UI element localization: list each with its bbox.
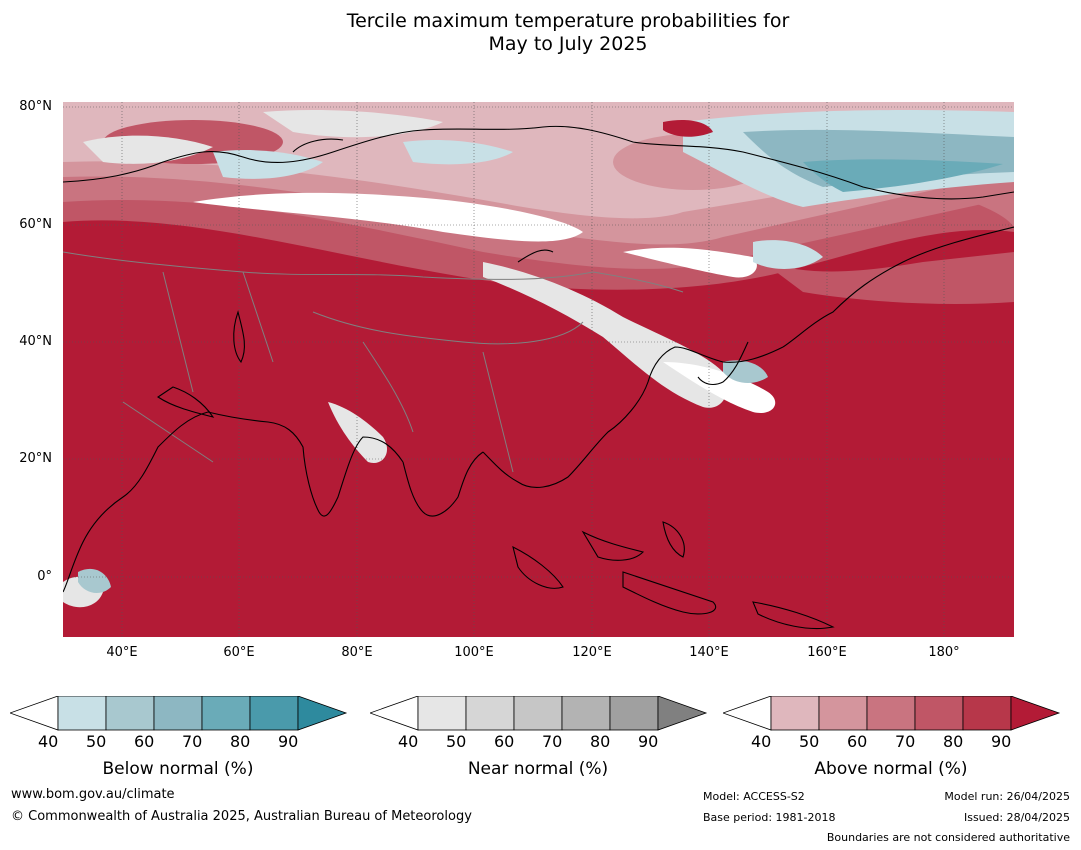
colorbar-below-swatch-3: [153, 695, 203, 731]
colorbar-near-swatch-2: [465, 695, 515, 731]
below-tick-70: 70: [182, 732, 203, 751]
near-tick-60: 60: [494, 732, 515, 751]
below-tick-80: 80: [230, 732, 251, 751]
coastlines: [63, 125, 1014, 630]
colorbar-above-swatch-5: [962, 695, 1012, 731]
graticule: [63, 102, 1014, 637]
model-run-text: Model run: 26/04/2025: [944, 790, 1070, 803]
colorbar-below-title: Below normal (%): [102, 759, 254, 779]
lat-label-40n: 40°N: [19, 334, 52, 349]
colorbar-near-swatch-4: [561, 695, 611, 731]
lat-label-20n: 20°N: [19, 451, 52, 466]
lon-label-140e: 140°E: [689, 645, 729, 660]
colorbar-near-swatch-3: [513, 695, 563, 731]
colorbar-above-title: Above normal (%): [814, 759, 968, 779]
map-title-line2: May to July 2025: [488, 33, 648, 55]
lon-label-40e: 40°E: [106, 645, 138, 660]
website-link[interactable]: www.bom.gov.au/climate: [11, 787, 175, 802]
near-tick-40: 40: [398, 732, 419, 751]
lon-label-80e: 80°E: [341, 645, 373, 660]
base-period-text: Base period: 1981-2018: [703, 811, 836, 824]
below-tick-90: 90: [278, 732, 299, 751]
colorbar-below-graphic: [8, 695, 348, 731]
model-text: Model: ACCESS-S2: [703, 790, 805, 803]
colorbar-below-swatch-4: [201, 695, 251, 731]
colorbar-below-normal: [8, 695, 350, 740]
colorbar-below-swatch-2: [105, 695, 155, 731]
colorbar-near-lower-arrow: [368, 695, 419, 731]
colorbar-below-upper-arrow: [297, 695, 348, 731]
map-title: Tercile maximum temperature probabilitie…: [0, 10, 1081, 56]
colorbar-above-swatch-4: [914, 695, 964, 731]
below-normal-shading: [78, 110, 1014, 594]
lon-label-160e: 160°E: [807, 645, 847, 660]
issued-text: Issued: 28/04/2025: [963, 811, 1070, 824]
map-canvas: [63, 102, 1014, 637]
colorbar-above-normal: [721, 695, 1063, 740]
lon-label-60e: 60°E: [223, 645, 255, 660]
disclaimer-text: Boundaries are not considered authoritat…: [826, 831, 1070, 844]
below-tick-50: 50: [86, 732, 107, 751]
map-title-line1: Tercile maximum temperature probabilitie…: [346, 10, 790, 32]
copyright-text: © Commonwealth of Australia 2025, Austra…: [11, 809, 472, 824]
lat-label-60n: 60°N: [19, 217, 52, 232]
near-normal-shading: [63, 110, 776, 608]
above-tick-80: 80: [943, 732, 964, 751]
colorbar-above-graphic: [721, 695, 1061, 731]
below-tick-40: 40: [38, 732, 59, 751]
above-tick-70: 70: [895, 732, 916, 751]
colorbar-near-normal: [368, 695, 710, 740]
colorbar-near-upper-arrow: [657, 695, 708, 731]
probability-map: [63, 102, 1014, 637]
above-tick-50: 50: [799, 732, 820, 751]
above-tick-40: 40: [751, 732, 772, 751]
colorbar-near-swatch-1: [417, 695, 467, 731]
colorbar-near-swatch-5: [609, 695, 659, 731]
colorbar-above-lower-arrow: [721, 695, 772, 731]
lon-label-120e: 120°E: [572, 645, 612, 660]
above-tick-90: 90: [991, 732, 1012, 751]
near-tick-70: 70: [542, 732, 563, 751]
lat-label-80n: 80°N: [19, 99, 52, 114]
lon-label-180: 180°: [928, 645, 960, 660]
below-tick-60: 60: [134, 732, 155, 751]
near-tick-80: 80: [590, 732, 611, 751]
colorbar-near-graphic: [368, 695, 708, 731]
colorbar-below-swatch-5: [249, 695, 299, 731]
colorbar-below-lower-arrow: [8, 695, 59, 731]
colorbar-above-swatch-3: [866, 695, 916, 731]
near-tick-50: 50: [446, 732, 467, 751]
colorbar-below-swatch-1: [57, 695, 107, 731]
lon-label-100e: 100°E: [454, 645, 494, 660]
lat-label-equator: 0°: [37, 569, 52, 584]
colorbar-near-title: Near normal (%): [467, 759, 609, 779]
country-borders: [63, 251, 684, 473]
colorbar-above-swatch-2: [818, 695, 868, 731]
colorbar-above-upper-arrow: [1010, 695, 1061, 731]
colorbar-above-swatch-1: [770, 695, 820, 731]
above-tick-60: 60: [847, 732, 868, 751]
near-tick-90: 90: [638, 732, 659, 751]
